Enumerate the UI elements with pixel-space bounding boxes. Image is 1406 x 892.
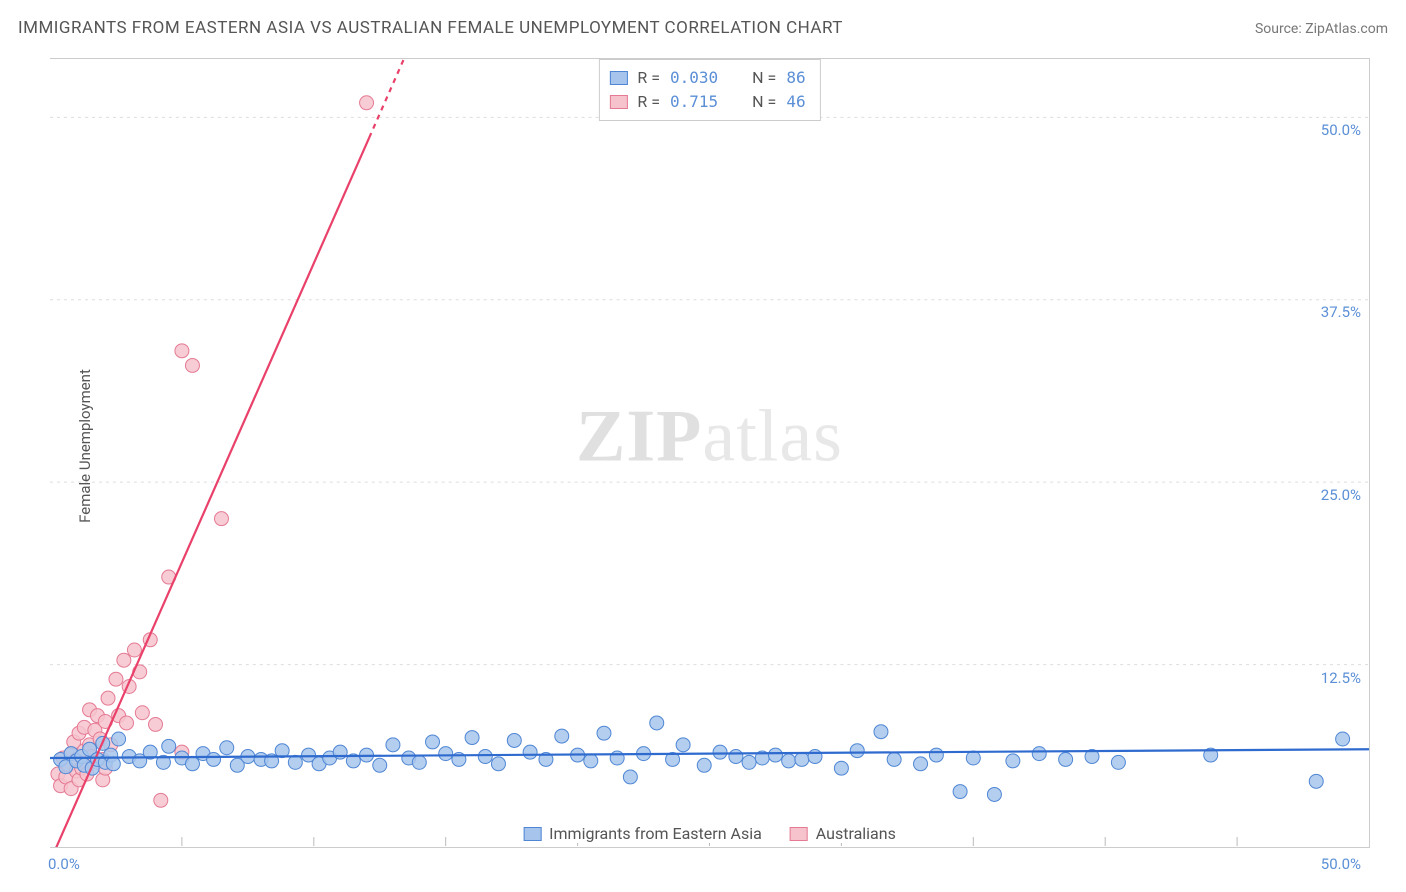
legend-r-label: R =: [637, 90, 660, 114]
source-attribution: Source: ZipAtlas.com: [1255, 21, 1388, 37]
legend-stats-row: R = 0.030 N = 86: [609, 66, 805, 90]
x-max-label: 50.0%: [1321, 855, 1361, 873]
header: IMMIGRANTS FROM EASTERN ASIA VS AUSTRALI…: [18, 18, 1388, 38]
y-tick-label: 25.0%: [1321, 486, 1361, 504]
origin-label: 0.0%: [48, 855, 80, 873]
y-tick-label: 50.0%: [1321, 121, 1361, 139]
legend-n-value: 46: [786, 90, 805, 114]
y-tick-label: 12.5%: [1321, 669, 1361, 687]
legend-swatch: [790, 827, 808, 841]
legend-n-label: N =: [752, 90, 776, 114]
legend-r-value: 0.715: [670, 90, 718, 114]
source-prefix: Source:: [1255, 21, 1305, 37]
legend-category-label: Immigrants from Eastern Asia: [549, 824, 762, 843]
legend-n-value: 86: [786, 66, 805, 90]
chart-title: IMMIGRANTS FROM EASTERN ASIA VS AUSTRALI…: [18, 18, 843, 38]
legend-categories: Immigrants from Eastern Asia Australians: [515, 824, 904, 843]
legend-stats: R = 0.030 N = 86 R = 0.715 N = 46: [598, 59, 820, 121]
legend-stats-row: R = 0.715 N = 46: [609, 90, 805, 114]
legend-r-label: R =: [637, 66, 660, 90]
legend-swatch: [609, 71, 627, 85]
legend-category-label: Australians: [816, 824, 896, 843]
y-tick-label: 37.5%: [1321, 303, 1361, 321]
source-name: ZipAtlas.com: [1305, 21, 1388, 37]
legend-n-label: N =: [752, 66, 776, 90]
legend-category-item: Immigrants from Eastern Asia: [523, 824, 762, 843]
plot-frame: ZIPatlas 12.5%25.0%37.5%50.0% 0.0% 50.0%…: [50, 58, 1370, 848]
legend-swatch: [523, 827, 541, 841]
legend-swatch: [609, 95, 627, 109]
legend-r-value: 0.030: [670, 66, 718, 90]
legend-category-item: Australians: [790, 824, 896, 843]
scatter-chart: [50, 59, 1369, 847]
